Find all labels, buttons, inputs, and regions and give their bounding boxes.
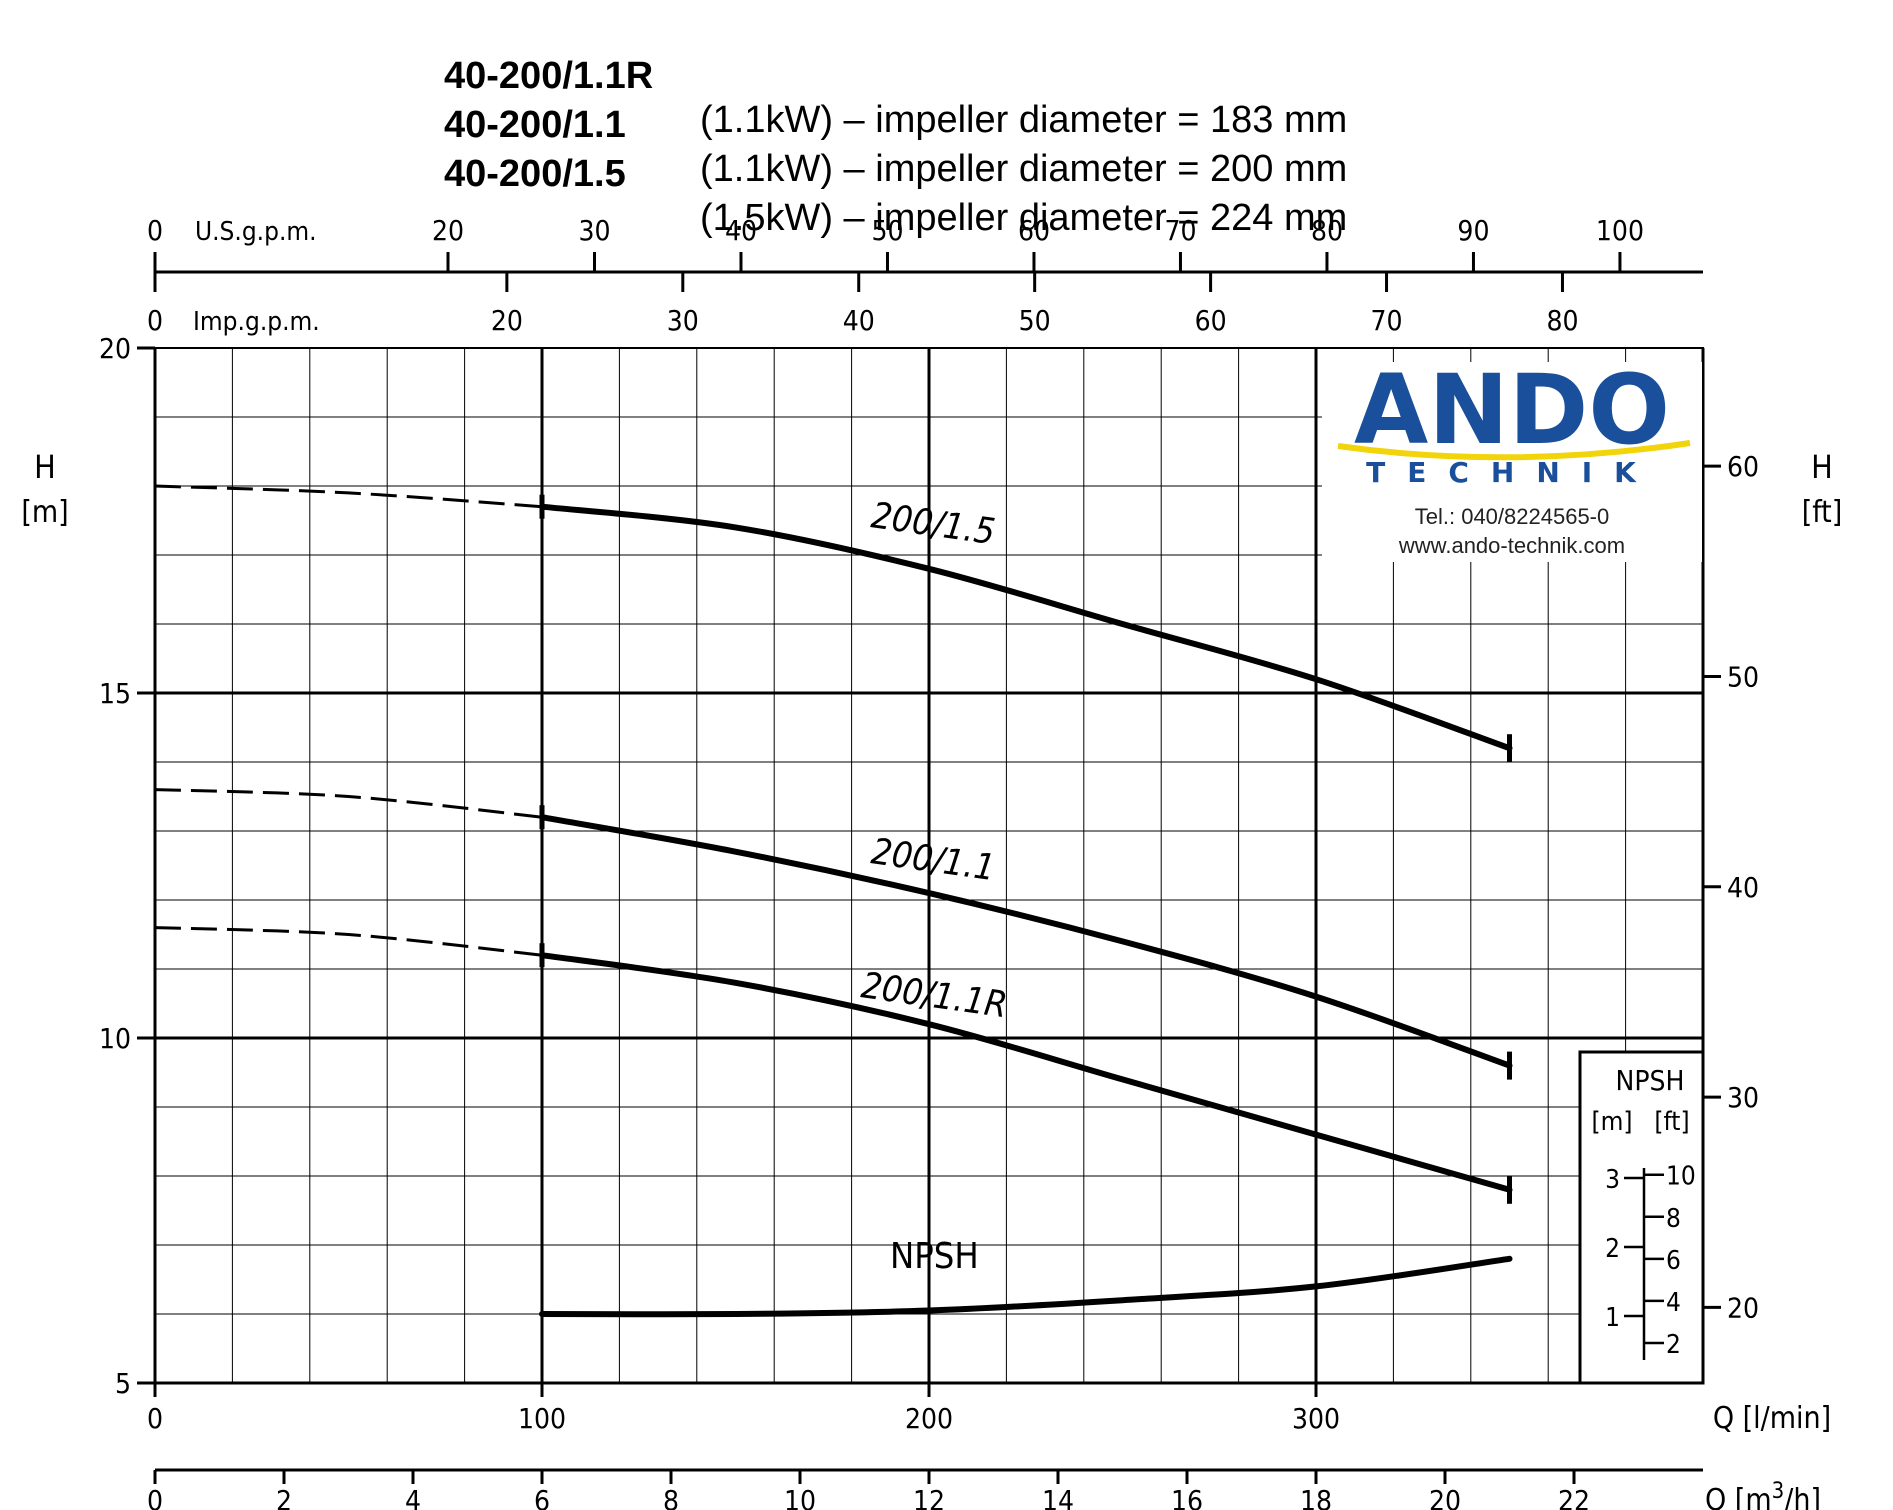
curve-dashed (154, 788, 543, 819)
title-line-2: 40-200/1.1 (1.1kW) – impeller diameter =… (0, 59, 1893, 191)
series-curves (154, 484, 1513, 1318)
npsh-box-title: NPSH (1616, 1064, 1685, 1097)
npsh-m-tick-label: 2 (1605, 1234, 1620, 1264)
curve-dashed (154, 484, 543, 509)
top-usgpm-tick-label: 50 (871, 214, 903, 247)
right-axis-unit: [ft] (1802, 495, 1843, 530)
logo-tel: Tel.: 040/8224565-0 (1415, 504, 1610, 529)
series-label: 200/1.1 (869, 831, 998, 889)
left-tick-label: 10 (99, 1022, 131, 1055)
curve-solid (539, 503, 1513, 752)
bottom2-tick-label: 8 (663, 1484, 679, 1510)
title-model-3: 40-200/1.5 (444, 153, 626, 195)
top-usgpm-tick-label: 20 (432, 214, 464, 247)
curve-solid (539, 952, 1513, 1193)
bottom2-tick-label: 20 (1429, 1484, 1461, 1510)
top-impgpm-tick-label: 50 (1019, 304, 1051, 337)
top-usgpm-tick-label: 60 (1018, 214, 1050, 247)
bottom2-tick-label: 18 (1300, 1484, 1332, 1510)
npsh-ft-tick-label: 8 (1666, 1204, 1681, 1234)
bottom2-tick-label: 6 (534, 1484, 550, 1510)
top-impgpm-tick-label: 80 (1546, 304, 1578, 337)
ando-logo: ANDO TECHNIK Tel.: 040/8224565-0 www.and… (1322, 354, 1702, 562)
npsh-ft-tick-label: 10 (1666, 1162, 1696, 1192)
bottom-axis-label: Q [l/min] (1713, 1401, 1831, 1436)
bottom2-tick-label: 14 (1042, 1484, 1074, 1510)
left-tick-label: 5 (115, 1367, 131, 1400)
npsh-m-tick-label: 3 (1605, 1165, 1620, 1195)
logo-web: www.ando-technik.com (1398, 533, 1625, 558)
top-usgpm-tick-label: 100 (1596, 214, 1644, 247)
left-tick-label: 15 (99, 677, 131, 710)
logo-sub: TECHNIK (1366, 456, 1658, 489)
npsh-ft-tick-label: 6 (1666, 1246, 1681, 1276)
right-tick-label: 20 (1727, 1291, 1759, 1324)
top-usgpm-tick-label: 30 (578, 214, 610, 247)
curve-dashed (154, 926, 543, 957)
series-label: 200/1.1R (859, 965, 1010, 1026)
npsh-box-frame (1578, 1050, 1705, 1385)
npsh-unit-m: [m] (1591, 1107, 1632, 1137)
series-label: NPSH (890, 1236, 979, 1277)
curve-solid (539, 814, 1513, 1069)
npsh-scale-box: NPSH [m] [ft] 1 2 3 2 4 6 8 10 (1578, 1050, 1705, 1385)
title-desc-1: (1.1kW) – impeller diameter = 183 mm (700, 99, 1348, 141)
bottom-tick-label: 0 (147, 1402, 163, 1435)
top-impgpm-tick-label: 40 (843, 304, 875, 337)
top-impgpm-tick-label: 70 (1371, 304, 1403, 337)
npsh-unit-ft: [ft] (1654, 1107, 1689, 1137)
npsh-m-tick-label: 1 (1605, 1303, 1620, 1333)
right-axis-label: H (1811, 448, 1833, 486)
bottom2-tick-label: 0 (147, 1484, 163, 1510)
title-desc-2: (1.1kW) – impeller diameter = 200 mm (700, 148, 1348, 190)
left-tick-label: 20 (99, 332, 131, 365)
right-tick-label: 30 (1727, 1081, 1759, 1114)
bottom-tick-label: 300 (1292, 1402, 1340, 1435)
top-usgpm-label: U.S.g.p.m. (195, 217, 317, 247)
top-usgpm-tick-label: 40 (725, 214, 757, 247)
bottom2-axis-label: Q [m3/h] (1705, 1479, 1821, 1510)
right-tick-label: 40 (1727, 871, 1759, 904)
top-impgpm-tick-label: 20 (491, 304, 523, 337)
title-line-3: 40-200/1.5 (1.5kW) – impeller diameter =… (0, 108, 1893, 240)
logo-swoosh (1337, 440, 1691, 461)
top-impgpm-tick-label: 0 (147, 304, 163, 337)
bottom2-tick-label: 4 (405, 1484, 421, 1510)
title-model-2: 40-200/1.1 (444, 104, 626, 146)
chart-labels: 200/1.5 200/1.1 200/1.1R NPSH (859, 495, 1010, 1277)
curve-solid (539, 1255, 1513, 1318)
logo-brand: ANDO (1354, 354, 1670, 466)
left-axis-label: H (34, 448, 56, 486)
title-model-1: 40-200/1.1R (444, 55, 654, 97)
top-usgpm-tick-label: 70 (1164, 214, 1196, 247)
title-line-1: 40-200/1.1R (1.1kW) – impeller diameter … (0, 10, 1893, 142)
npsh-ft-tick-label: 4 (1666, 1288, 1681, 1318)
bottom-tick-label: 200 (905, 1402, 953, 1435)
bottom2-tick-label: 22 (1558, 1484, 1590, 1510)
top-usgpm-tick-label: 0 (147, 214, 163, 247)
top-usgpm-tick-label: 90 (1457, 214, 1489, 247)
right-tick-label: 60 (1727, 450, 1759, 483)
bottom2-tick-label: 12 (913, 1484, 945, 1510)
top-impgpm-tick-label: 60 (1195, 304, 1227, 337)
title-desc-3: (1.5kW) – impeller diameter = 224 mm (700, 197, 1348, 239)
top-impgpm-tick-label: 30 (667, 304, 699, 337)
top-impgpm-label: Imp.g.p.m. (193, 307, 320, 337)
npsh-ft-tick-label: 2 (1666, 1330, 1681, 1360)
bottom2-tick-label: 16 (1171, 1484, 1203, 1510)
top-usgpm-tick-label: 80 (1311, 214, 1343, 247)
right-tick-label: 50 (1727, 660, 1759, 693)
bottom-tick-label: 100 (518, 1402, 566, 1435)
bottom2-tick-label: 10 (784, 1484, 816, 1510)
left-axis-unit: [m] (21, 495, 68, 530)
series-label: 200/1.5 (869, 495, 998, 553)
bottom2-tick-label: 2 (276, 1484, 292, 1510)
